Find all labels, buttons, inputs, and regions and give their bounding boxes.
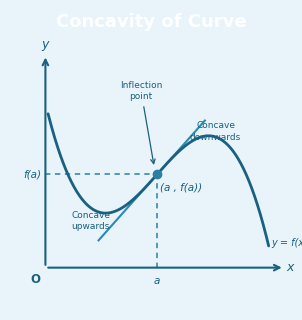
- Text: Concave
downwards: Concave downwards: [190, 121, 241, 141]
- Text: (a , f(a)): (a , f(a)): [160, 183, 202, 193]
- Text: x: x: [286, 261, 293, 274]
- Text: f(a): f(a): [24, 170, 41, 180]
- Text: a: a: [154, 276, 160, 286]
- Text: Concave
upwards: Concave upwards: [71, 211, 110, 231]
- Text: y = f(x): y = f(x): [271, 237, 302, 248]
- Text: Concavity of Curve: Concavity of Curve: [56, 12, 246, 31]
- Text: O: O: [30, 273, 40, 286]
- Text: y: y: [42, 38, 49, 51]
- Text: Inflection
point: Inflection point: [120, 81, 162, 164]
